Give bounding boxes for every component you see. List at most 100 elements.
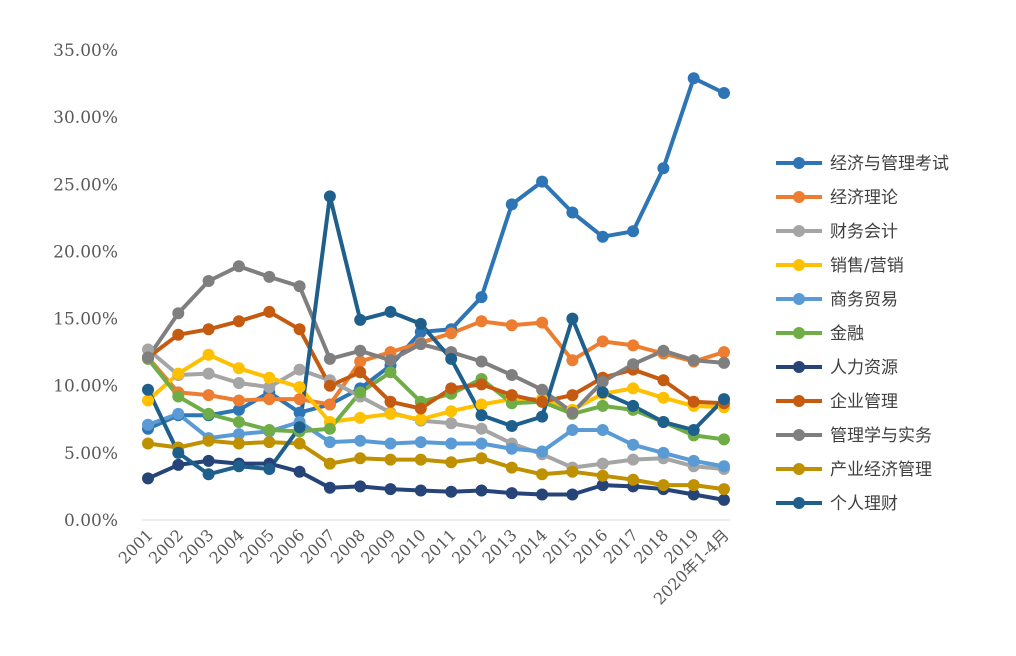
data-point xyxy=(596,230,609,243)
data-point xyxy=(293,393,306,406)
data-point xyxy=(263,381,276,394)
data-point xyxy=(596,399,609,412)
data-point xyxy=(475,484,488,497)
data-point xyxy=(354,355,367,368)
data-point xyxy=(505,198,518,211)
data-point xyxy=(202,367,215,380)
data-point xyxy=(475,315,488,328)
data-point xyxy=(263,463,276,475)
data-point xyxy=(323,481,336,494)
legend-swatch-marker xyxy=(793,225,805,237)
data-point xyxy=(566,389,579,402)
y-tick-label: 25.00% xyxy=(53,175,118,195)
data-point xyxy=(263,436,276,449)
x-tick-label: 2015 xyxy=(539,525,581,567)
x-tick-label: 2009 xyxy=(357,525,399,567)
data-point xyxy=(445,485,458,498)
legend-swatch-marker xyxy=(793,293,805,305)
data-point xyxy=(323,398,336,411)
data-point xyxy=(718,460,730,473)
data-point xyxy=(414,413,427,426)
data-point xyxy=(414,453,427,466)
data-point xyxy=(232,394,245,407)
y-tick-label: 35.00% xyxy=(53,41,118,61)
data-point xyxy=(232,377,245,389)
data-point xyxy=(172,307,185,320)
data-point xyxy=(384,437,397,450)
data-point xyxy=(232,460,245,473)
data-point xyxy=(566,406,579,419)
y-tick-label: 10.00% xyxy=(53,377,118,397)
data-point xyxy=(536,445,549,458)
data-point xyxy=(718,433,730,446)
legend-swatch-marker xyxy=(793,463,805,475)
data-point xyxy=(566,488,579,501)
data-point xyxy=(414,338,427,351)
x-tick-label: 2016 xyxy=(569,525,611,567)
data-point xyxy=(263,393,276,406)
data-point xyxy=(293,323,306,336)
data-point xyxy=(323,352,336,365)
data-point xyxy=(263,305,276,318)
data-point xyxy=(202,407,215,420)
data-point xyxy=(596,469,609,482)
data-point xyxy=(505,487,518,500)
legend-label: 管理学与实务 xyxy=(830,426,932,446)
x-tick-label: 2012 xyxy=(448,525,490,567)
data-point xyxy=(596,386,609,399)
data-point xyxy=(142,437,154,450)
data-point xyxy=(323,436,336,449)
data-point xyxy=(263,424,276,436)
y-tick-label: 15.00% xyxy=(53,310,118,330)
data-point xyxy=(536,316,549,329)
data-point xyxy=(566,354,579,367)
data-point xyxy=(505,389,518,402)
y-tick-label: 0.00% xyxy=(64,511,118,531)
legend-label: 个人理财 xyxy=(830,494,898,514)
data-point xyxy=(263,270,276,283)
data-point xyxy=(384,366,397,379)
data-point xyxy=(354,366,367,379)
data-point xyxy=(354,313,367,326)
legend-label: 产业经济管理 xyxy=(830,460,932,480)
y-tick-label: 5.00% xyxy=(64,444,118,464)
data-point xyxy=(566,312,579,325)
legend-swatch-marker xyxy=(793,361,805,373)
data-point xyxy=(354,411,367,424)
data-point xyxy=(687,454,700,467)
data-point xyxy=(354,452,367,465)
data-point xyxy=(687,354,700,367)
data-point xyxy=(414,402,427,415)
data-point xyxy=(414,317,427,330)
data-point xyxy=(687,424,700,436)
data-point xyxy=(475,398,488,411)
data-point xyxy=(687,488,700,501)
data-point xyxy=(172,458,185,471)
data-point xyxy=(566,424,579,436)
data-point xyxy=(142,472,154,485)
data-point xyxy=(627,382,640,395)
data-point xyxy=(536,175,549,188)
data-point xyxy=(445,456,458,469)
data-point xyxy=(475,378,488,391)
legend-label: 人力资源 xyxy=(830,358,898,378)
y-axis-tick-labels: 0.00% 5.00% 10.00% 15.00% 20.00% 25.00% 30.00%… xyxy=(53,41,118,531)
legend-label: 企业管理 xyxy=(830,392,898,412)
data-point xyxy=(445,405,458,418)
data-point xyxy=(445,382,458,395)
data-point xyxy=(263,371,276,384)
data-point xyxy=(627,358,640,371)
x-tick-label: 2004 xyxy=(206,525,248,567)
data-point xyxy=(566,465,579,478)
x-tick-label: 2014 xyxy=(509,525,551,567)
data-point xyxy=(414,436,427,449)
legend-label: 经济理论 xyxy=(830,188,898,208)
x-tick-label: 2003 xyxy=(175,525,217,567)
data-point xyxy=(596,479,609,492)
data-point xyxy=(354,386,367,399)
data-point xyxy=(657,374,670,387)
data-point xyxy=(505,442,518,455)
data-point xyxy=(232,315,245,328)
data-point xyxy=(323,379,336,392)
